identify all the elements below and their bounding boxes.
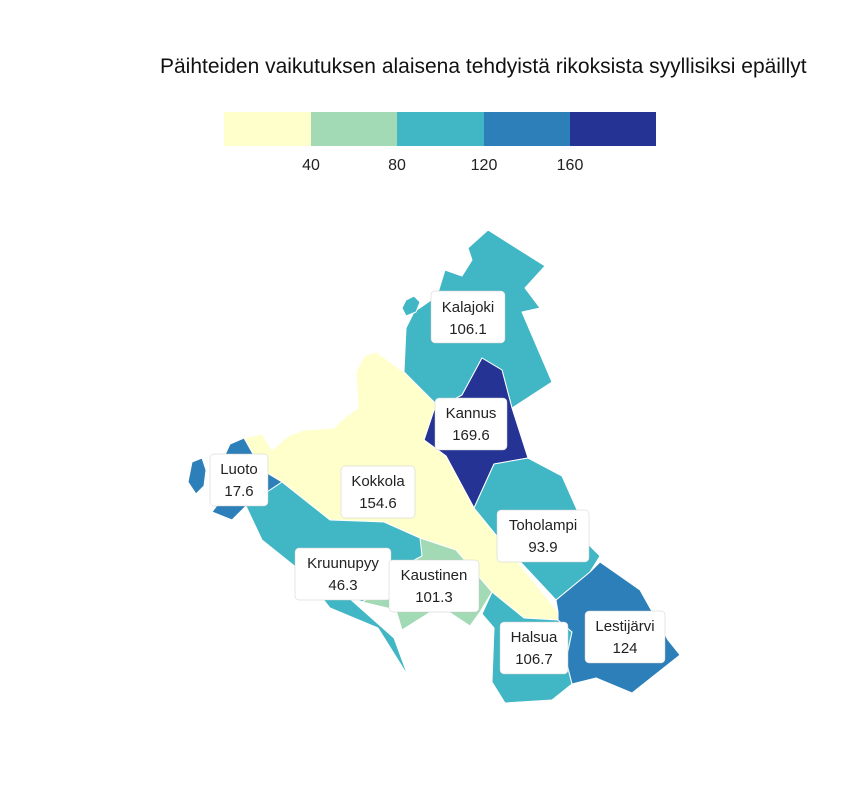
region-label-kruunupyy: Kruunupyy 46.3 — [294, 547, 392, 601]
region-label-halsua: Halsua 106.7 — [499, 621, 569, 675]
region-name: Toholampi — [509, 517, 577, 534]
legend-bin-4 — [570, 112, 656, 146]
region-name: Kannus — [446, 405, 497, 422]
region-luoto-island[interactable] — [187, 457, 207, 495]
region-label-luoto: Luoto 17.6 — [209, 453, 269, 507]
legend-tick-label: 120 — [471, 157, 498, 174]
region-label-kokkola: Kokkola 154.6 — [340, 465, 416, 519]
region-label-kannus: Kannus 169.6 — [434, 397, 508, 451]
region-name: Kaustinen — [401, 567, 468, 584]
region-name: Lestijärvi — [595, 618, 654, 635]
region-name: Halsua — [511, 629, 558, 646]
region-value: 124 — [612, 640, 637, 657]
legend-bin-0 — [224, 112, 311, 146]
region-value: 106.7 — [515, 651, 553, 668]
region-value: 101.3 — [415, 589, 453, 606]
region-value: 154.6 — [359, 495, 397, 512]
region-value: 169.6 — [452, 427, 490, 444]
legend-bin-3 — [484, 112, 570, 146]
legend-tick-label: 160 — [557, 157, 584, 174]
region-label-kalajoki: Kalajoki 106.1 — [430, 290, 506, 344]
region-value: 46.3 — [328, 577, 357, 594]
region-label-lestijarvi: Lestijärvi 124 — [584, 610, 666, 664]
legend-tick-label: 80 — [388, 157, 406, 174]
region-name: Luoto — [220, 461, 258, 478]
map-title: Päihteiden vaikutuksen alaisena tehdyist… — [160, 55, 807, 78]
region-value: 106.1 — [449, 321, 487, 338]
legend-bin-1 — [311, 112, 397, 146]
region-name: Kruunupyy — [307, 555, 379, 572]
legend-bin-2 — [397, 112, 484, 146]
region-value: 17.6 — [224, 483, 253, 500]
region-name: Kokkola — [351, 473, 405, 490]
region-name: Kalajoki — [442, 299, 495, 316]
region-label-toholampi: Toholampi 93.9 — [496, 509, 590, 563]
region-kalajoki-island[interactable] — [401, 295, 421, 317]
legend-tick-label: 40 — [302, 157, 320, 174]
region-value: 93.9 — [528, 539, 557, 556]
region-label-kaustinen: Kaustinen 101.3 — [388, 559, 480, 613]
color-legend: 40 80 120 160 — [224, 112, 656, 174]
